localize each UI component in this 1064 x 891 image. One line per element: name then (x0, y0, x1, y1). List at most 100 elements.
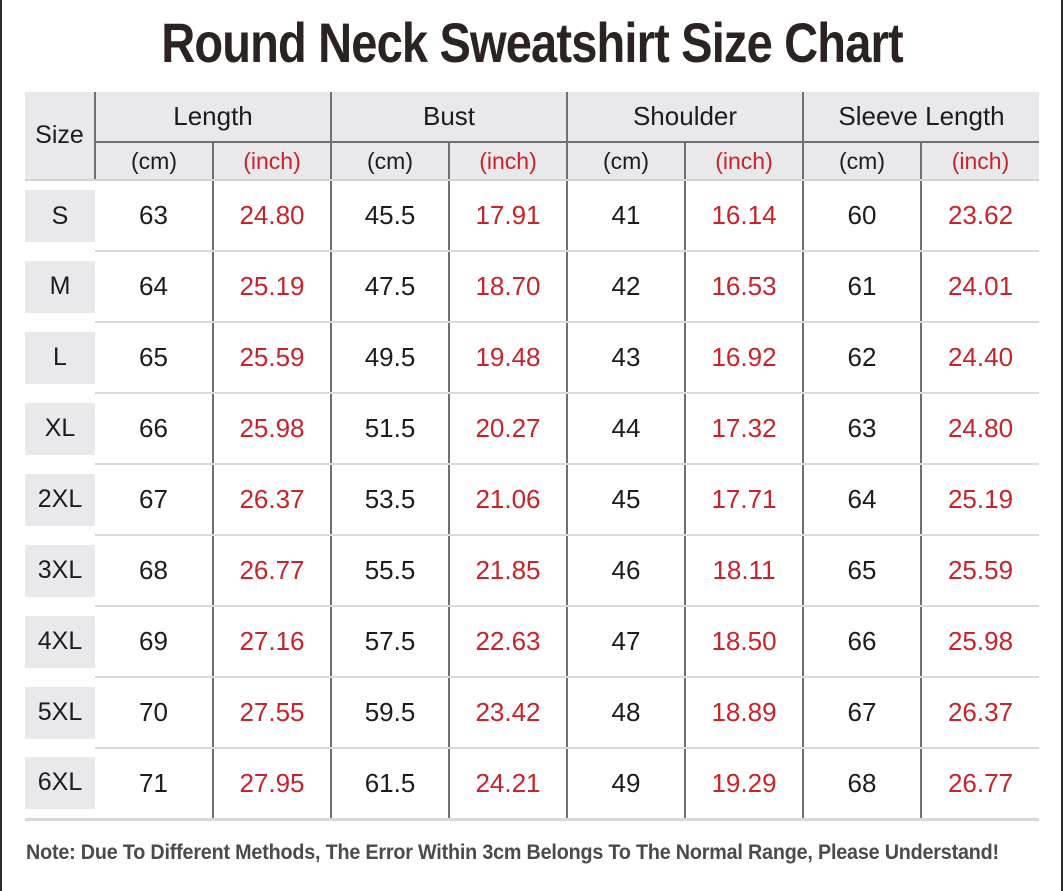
table-row: 5XL 70 27.55 59.5 23.42 48 18.89 67 26.37 (25, 677, 1040, 749)
size-cell: L (25, 322, 95, 393)
cell-shoulder-cm: 41 (567, 180, 686, 252)
column-group-shoulder: Shoulder (567, 92, 805, 143)
size-label: 3XL (25, 544, 95, 597)
cell-length-cm: 65 (95, 322, 214, 394)
unit-header-sleeve-length-cm: (cm) (803, 142, 923, 181)
size-label: XL (25, 402, 95, 455)
cell-length-inch: 26.37 (213, 464, 332, 536)
size-cell: M (25, 251, 95, 322)
cell-length-cm: 70 (95, 677, 214, 749)
cell-bust-cm: 45.5 (331, 180, 450, 252)
cell-bust-inch: 21.06 (449, 464, 568, 536)
table-row: 3XL 68 26.77 55.5 21.85 46 18.11 65 25.59 (25, 535, 1040, 607)
cell-shoulder-cm: 46 (567, 535, 686, 607)
cell-bust-inch: 24.21 (449, 748, 568, 820)
size-label: 6XL (25, 756, 95, 809)
cell-shoulder-inch: 16.92 (685, 322, 805, 394)
cell-shoulder-inch: 16.14 (685, 180, 805, 252)
cell-bust-inch: 18.70 (449, 251, 568, 323)
cell-sleeve-length-inch: 24.80 (921, 393, 1040, 465)
column-group-bust: Bust (331, 92, 568, 143)
cell-shoulder-inch: 18.89 (685, 677, 805, 749)
left-edge-line (0, 0, 2, 891)
cell-shoulder-cm: 48 (567, 677, 686, 749)
cell-sleeve-length-cm: 62 (803, 322, 923, 394)
cell-length-inch: 25.59 (213, 322, 332, 394)
page-title: Round Neck Sweatshirt Size Chart (161, 11, 903, 74)
unit-header-length-cm: (cm) (95, 142, 214, 181)
cell-sleeve-length-cm: 63 (803, 393, 923, 465)
cell-shoulder-cm: 45 (567, 464, 686, 536)
cell-bust-cm: 57.5 (331, 606, 450, 678)
cell-sleeve-length-inch: 25.98 (921, 606, 1040, 678)
cell-sleeve-length-inch: 25.59 (921, 535, 1040, 607)
cell-sleeve-length-cm: 60 (803, 180, 923, 252)
cell-shoulder-cm: 49 (567, 748, 686, 820)
note-text: Note: Due To Different Methods, The Erro… (26, 840, 999, 864)
cell-shoulder-inch: 18.50 (685, 606, 805, 678)
size-cell: 5XL (25, 677, 95, 748)
table-body: S 63 24.80 45.5 17.91 41 16.14 60 23.62 M 64 25.19 4… (25, 180, 1040, 820)
cell-length-cm: 63 (95, 180, 214, 252)
cell-sleeve-length-cm: 64 (803, 464, 923, 536)
column-group-length: Length (95, 92, 332, 143)
cell-length-cm: 66 (95, 393, 214, 465)
cell-length-inch: 24.80 (213, 180, 332, 252)
cell-shoulder-inch: 19.29 (685, 748, 805, 820)
size-label: S (25, 190, 95, 242)
cell-bust-cm: 53.5 (331, 464, 450, 536)
cell-bust-cm: 55.5 (331, 535, 450, 607)
size-label: L (25, 331, 95, 384)
cell-bust-cm: 49.5 (331, 322, 450, 394)
cell-bust-inch: 23.42 (449, 677, 568, 749)
cell-length-inch: 27.95 (213, 748, 332, 820)
cell-length-cm: 67 (95, 464, 214, 536)
cell-sleeve-length-cm: 61 (803, 251, 923, 323)
cell-length-inch: 26.77 (213, 535, 332, 607)
cell-sleeve-length-inch: 26.77 (921, 748, 1040, 820)
cell-length-inch: 27.55 (213, 677, 332, 749)
size-label: 2XL (25, 473, 95, 526)
cell-sleeve-length-inch: 26.37 (921, 677, 1040, 749)
size-cell: 2XL (25, 464, 95, 535)
unit-header-sleeve-length-inch: (inch) (921, 142, 1040, 181)
cell-length-inch: 25.98 (213, 393, 332, 465)
cell-sleeve-length-cm: 66 (803, 606, 923, 678)
size-cell: 6XL (25, 748, 95, 819)
cell-length-cm: 69 (95, 606, 214, 678)
cell-bust-cm: 61.5 (331, 748, 450, 820)
size-label: 4XL (25, 615, 95, 668)
cell-bust-inch: 19.48 (449, 322, 568, 394)
right-edge-line (1061, 0, 1063, 891)
unit-header-length-inch: (inch) (213, 142, 332, 181)
table-row: M 64 25.19 47.5 18.70 42 16.53 61 24.01 (25, 251, 1040, 323)
cell-shoulder-inch: 18.11 (685, 535, 805, 607)
size-cell: 3XL (25, 535, 95, 606)
cell-bust-inch: 20.27 (449, 393, 568, 465)
cell-shoulder-cm: 43 (567, 322, 686, 394)
size-label: M (25, 260, 95, 313)
unit-header-bust-cm: (cm) (331, 142, 450, 181)
unit-header-row: (cm) (inch) (cm) (inch) (cm) (inch) (cm)… (25, 142, 1040, 181)
column-header-size: Size (25, 92, 96, 181)
cell-bust-inch: 22.63 (449, 606, 568, 678)
cell-length-cm: 64 (95, 251, 214, 323)
cell-shoulder-cm: 44 (567, 393, 686, 465)
cell-length-inch: 25.19 (213, 251, 332, 323)
table-row: XL 66 25.98 51.5 20.27 44 17.32 63 24.80 (25, 393, 1040, 465)
unit-header-bust-inch: (inch) (449, 142, 568, 181)
cell-sleeve-length-cm: 68 (803, 748, 923, 820)
table-row: 6XL 71 27.95 61.5 24.21 49 19.29 68 26.77 (25, 748, 1040, 820)
size-chart-table: Size Length Bust Shoulder Sleeve Length … (25, 92, 1040, 821)
cell-shoulder-inch: 17.32 (685, 393, 805, 465)
cell-bust-inch: 21.85 (449, 535, 568, 607)
cell-bust-inch: 17.91 (449, 180, 568, 252)
size-cell: XL (25, 393, 95, 464)
cell-length-cm: 71 (95, 748, 214, 820)
size-label: 5XL (25, 686, 95, 739)
column-group-sleeve-length: Sleeve Length (803, 92, 1040, 143)
cell-sleeve-length-inch: 24.40 (921, 322, 1040, 394)
table-row: 2XL 67 26.37 53.5 21.06 45 17.71 64 25.19 (25, 464, 1040, 536)
cell-shoulder-inch: 16.53 (685, 251, 805, 323)
